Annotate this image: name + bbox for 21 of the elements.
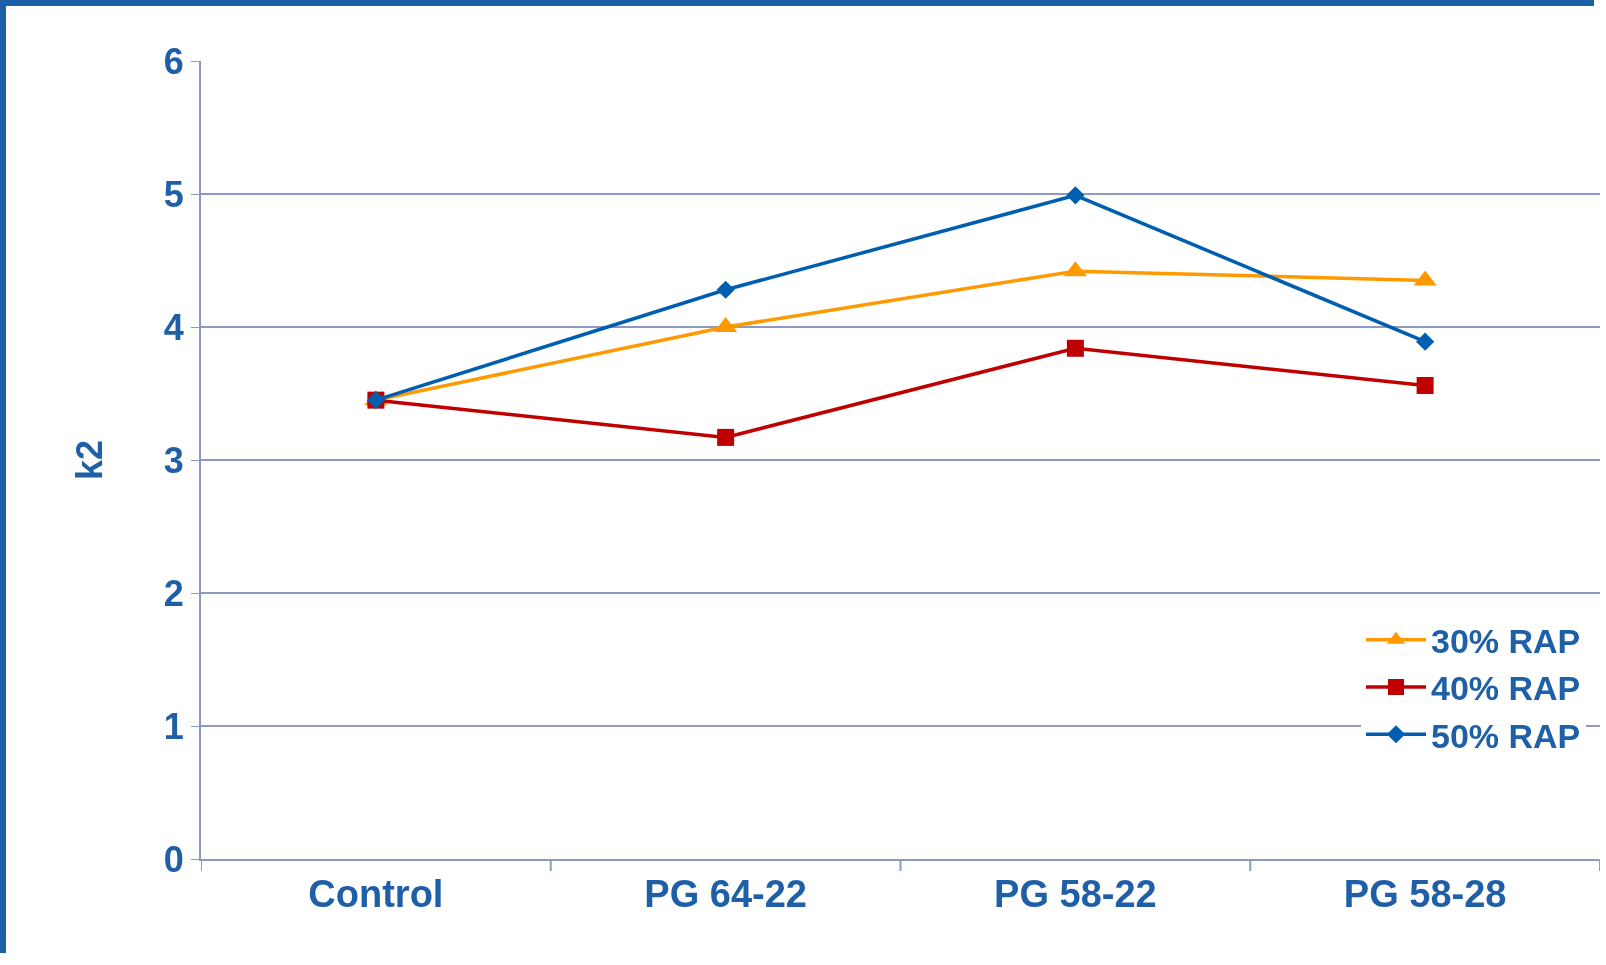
y-tick-label: 3 <box>163 439 184 481</box>
x-tick-label: Control <box>308 872 444 915</box>
y-tick-label: 6 <box>163 40 184 82</box>
point <box>1066 186 1085 205</box>
x-tick-label: PG 58-28 <box>1343 872 1507 915</box>
y-tick-label: 4 <box>163 306 184 348</box>
y-axis-title: k2 <box>69 439 111 481</box>
x-tick-label: PG 64-22 <box>644 872 807 915</box>
y-tick-label: 2 <box>163 572 184 614</box>
legend-label: 30% RAP <box>1431 622 1581 661</box>
y-tick-label: 5 <box>163 173 184 215</box>
point <box>1416 332 1435 351</box>
point <box>1066 339 1084 357</box>
y-tick-label: 0 <box>163 838 184 880</box>
x-tick-label: PG 58-22 <box>994 872 1157 915</box>
legend-label: 40% RAP <box>1431 669 1581 708</box>
point <box>716 280 735 299</box>
point <box>1416 377 1434 395</box>
point <box>717 428 735 446</box>
legend-label: 50% RAP <box>1431 716 1581 755</box>
y-tick-label: 1 <box>163 705 184 747</box>
